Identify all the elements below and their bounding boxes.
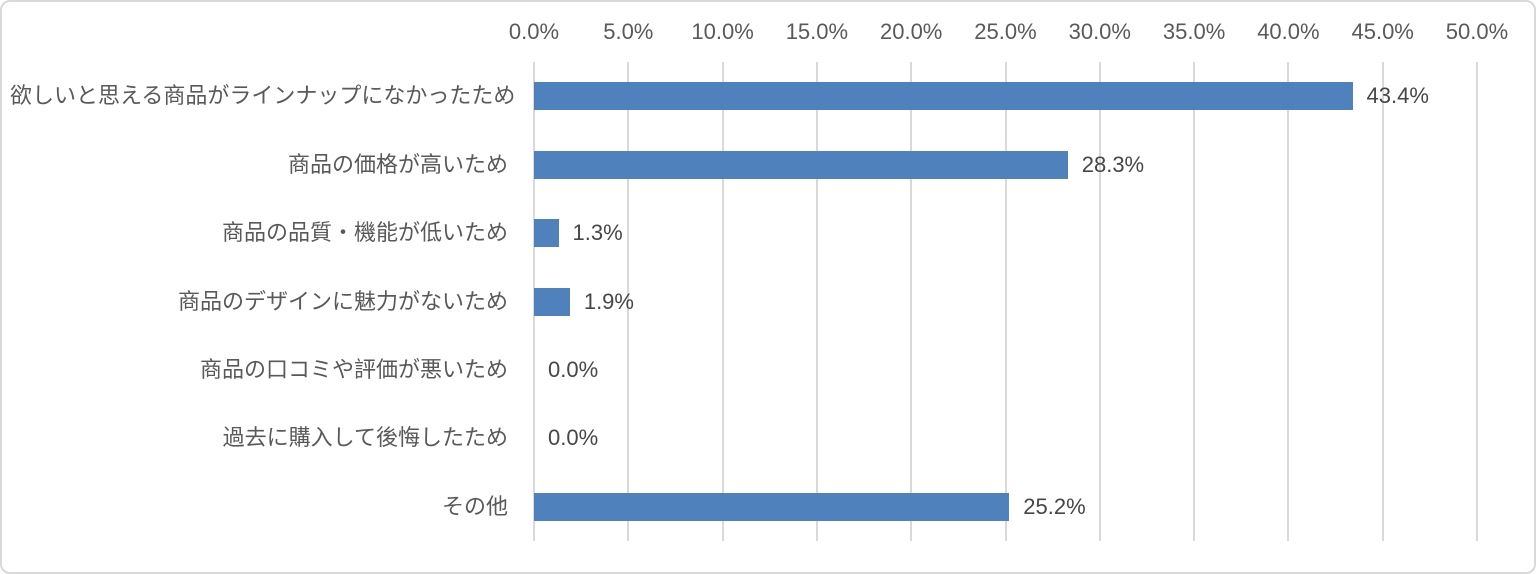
x-axis-tick-label: 40.0% <box>1257 19 1320 44</box>
x-axis-tick-label: 45.0% <box>1351 19 1414 44</box>
x-axis-tick-label: 15.0% <box>785 19 849 44</box>
bar <box>534 219 559 248</box>
x-axis-tick-label: 20.0% <box>879 19 943 44</box>
value-label: 0.0% <box>548 425 599 451</box>
x-axis-tick-label: 30.0% <box>1068 19 1131 44</box>
gridline <box>910 62 913 541</box>
gridline <box>1004 62 1007 541</box>
gridline <box>1381 62 1384 541</box>
value-label: 43.4% <box>1366 83 1429 109</box>
x-axis-tick-label: 10.0% <box>691 19 754 44</box>
gridline <box>721 62 724 541</box>
category-label: その他 <box>441 493 508 519</box>
bar <box>534 82 1353 111</box>
gridline <box>1098 62 1101 541</box>
x-axis-tick-label: 5.0% <box>603 19 654 44</box>
category-label: 商品の価格が高いため <box>287 151 508 177</box>
category-label: 商品の品質・機能が低いため <box>221 220 508 246</box>
value-label: 1.3% <box>572 220 623 246</box>
value-label: 0.0% <box>548 356 599 382</box>
gridline <box>1476 62 1478 541</box>
category-label: 商品のデザインに魅力がないため <box>177 288 508 314</box>
bar <box>534 150 1068 179</box>
gridline <box>1287 62 1290 541</box>
x-axis-tick-label: 25.0% <box>974 19 1037 44</box>
bar <box>534 492 1010 521</box>
x-axis-tick-label: 50.0% <box>1445 19 1509 44</box>
x-axis-tick-label: 35.0% <box>1162 19 1226 44</box>
category-label: 商品の口コミや評価が悪いため <box>199 356 508 382</box>
category-label: 過去に購入して後悔したため <box>222 425 508 451</box>
value-label: 28.3% <box>1081 151 1145 177</box>
bar <box>534 287 570 316</box>
gridline <box>1193 62 1196 541</box>
value-label: 25.2% <box>1023 493 1086 519</box>
x-axis-tick-label: 0.0% <box>508 19 560 44</box>
gridline <box>815 62 818 541</box>
category-label: 欲しいと思える商品がラインナップになかったため <box>10 83 516 109</box>
value-label: 1.9% <box>583 288 634 314</box>
gridline <box>627 62 630 541</box>
